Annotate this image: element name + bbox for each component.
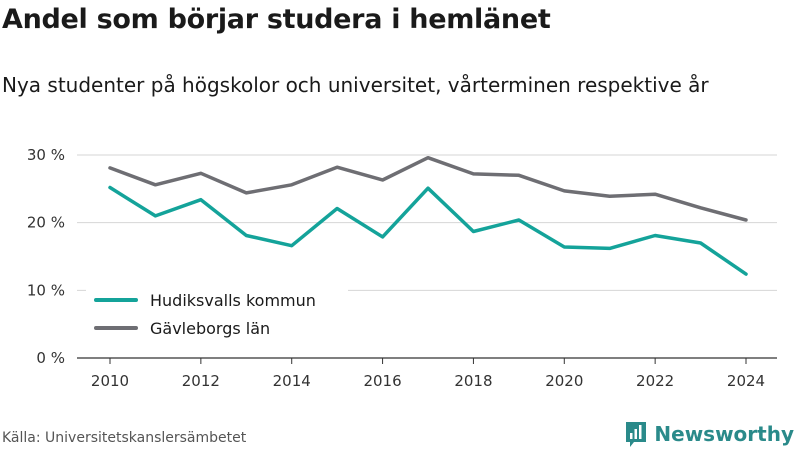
series-line-hudiksvalls-kommun bbox=[108, 185, 748, 276]
legend-label: Gävleborgs län bbox=[150, 319, 270, 338]
x-tick-label: 2020 bbox=[545, 372, 583, 390]
x-tick-label: 2024 bbox=[727, 372, 765, 390]
chart-subtitle: Nya studenter på högskolor och universit… bbox=[2, 73, 709, 97]
series-line-gävleborgs-län bbox=[108, 155, 748, 222]
brand-name: Newsworthy bbox=[654, 422, 794, 446]
series-lines bbox=[108, 155, 748, 276]
x-tick-label: 2012 bbox=[182, 372, 220, 390]
x-tick-label: 2016 bbox=[363, 372, 401, 390]
brand-logo: Newsworthy bbox=[624, 420, 794, 448]
y-tick-label: 0 % bbox=[36, 349, 65, 367]
source-note: Källa: Universitetskanslersämbetet bbox=[2, 430, 247, 446]
legend-background bbox=[86, 283, 348, 345]
x-tick-label: 2018 bbox=[454, 372, 492, 390]
gridlines bbox=[77, 154, 777, 359]
y-tick-label: 30 % bbox=[27, 146, 65, 164]
axes: 0 % 10 % 20 % 30 % 2010 2012 2014 2016 2018 2020 2… bbox=[27, 146, 765, 390]
chart-title: Andel som börjar studera i hemlänet bbox=[2, 4, 551, 35]
newsworthy-logo-icon bbox=[626, 422, 647, 447]
legend: Hudiksvalls kommun Gävleborgs län bbox=[86, 283, 348, 345]
x-tick-label: 2014 bbox=[273, 372, 311, 390]
legend-label: Hudiksvalls kommun bbox=[150, 291, 316, 310]
x-tick-label: 2010 bbox=[91, 372, 129, 390]
y-tick-label: 20 % bbox=[27, 214, 65, 232]
y-tick-label: 10 % bbox=[27, 281, 65, 299]
x-tick-label: 2022 bbox=[636, 372, 674, 390]
